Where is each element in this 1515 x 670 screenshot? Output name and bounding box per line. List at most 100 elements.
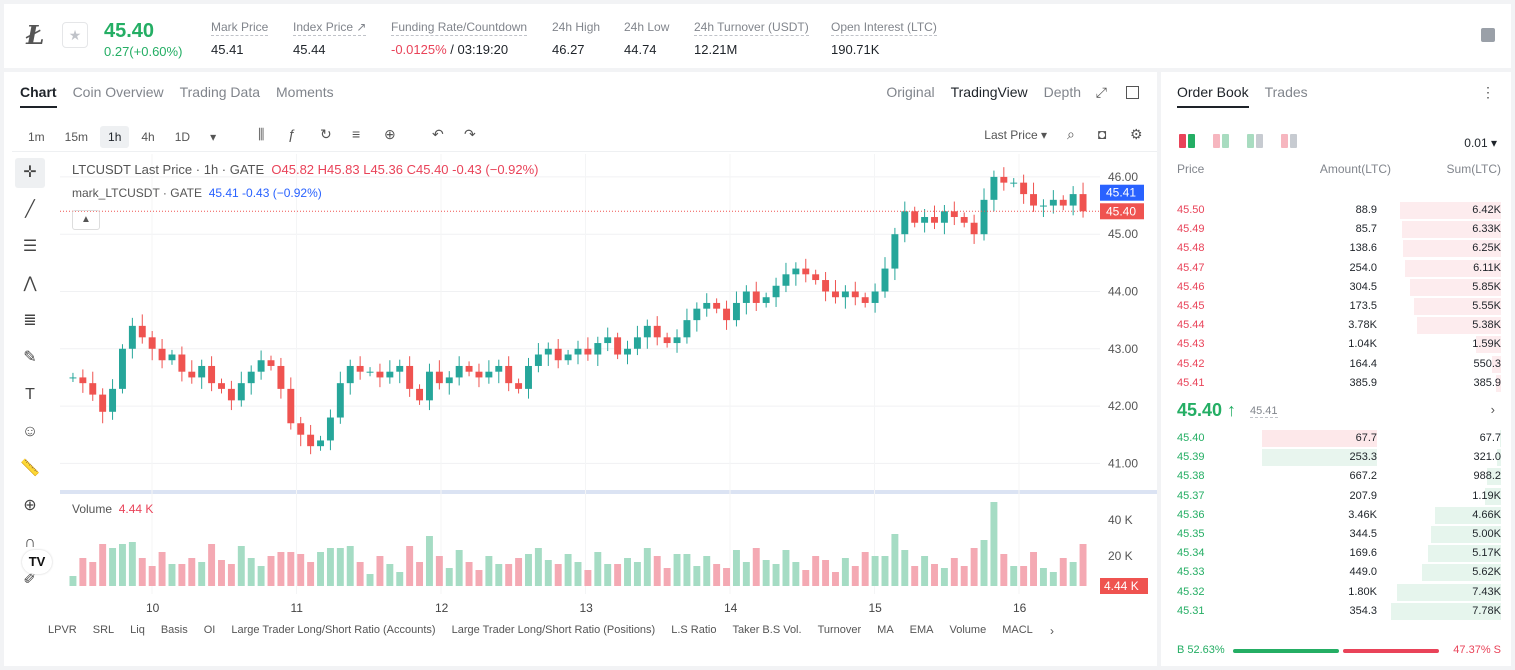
fib-icon[interactable]: ≣: [23, 312, 37, 329]
interval-15m[interactable]: 15m: [64, 130, 89, 144]
brush-icon[interactable]: ✎: [23, 349, 37, 366]
y-tick-label: 46.00: [1108, 170, 1138, 184]
star-icon[interactable]: ★: [62, 22, 88, 48]
indicator-lpvr[interactable]: LPVR: [48, 624, 77, 636]
undo-icon[interactable]: ↶: [432, 126, 444, 142]
layout-both-alt-icon[interactable]: [1213, 134, 1229, 148]
indicators-icon[interactable]: ƒ: [288, 126, 296, 142]
ask-row[interactable]: 45.46 304.5 5.85K: [1177, 278, 1501, 296]
camera-icon[interactable]: ◘: [1098, 126, 1107, 142]
add-indicator-icon[interactable]: ⊕: [384, 126, 396, 142]
refresh-icon[interactable]: ↻: [320, 126, 332, 142]
stat-funding-rate[interactable]: Funding Rate/Countdown -0.0125% / 03:19:…: [391, 20, 528, 57]
volume-bar: [703, 556, 711, 586]
tab-moments[interactable]: Moments: [276, 84, 334, 100]
search-icon[interactable]: ⌕: [1067, 126, 1075, 142]
collapse-legend-button[interactable]: ▲: [72, 210, 100, 230]
indicator-ls-ratio[interactable]: L.S Ratio: [671, 624, 717, 636]
ask-row[interactable]: 45.49 85.7 6.33K: [1177, 220, 1501, 239]
text-tool-icon[interactable]: T: [25, 386, 35, 403]
indicator-taker-vol[interactable]: Taker B.S Vol.: [732, 624, 802, 636]
tab-trading-data[interactable]: Trading Data: [179, 84, 261, 100]
ask-row[interactable]: 45.43 1.04K 1.59K: [1177, 335, 1501, 354]
stat-mark-price[interactable]: Mark Price 45.41: [211, 20, 269, 57]
view-original[interactable]: Original: [886, 84, 935, 100]
chevron-down-icon[interactable]: ▾: [210, 130, 217, 144]
magnet-icon[interactable]: ∩: [24, 534, 36, 551]
precision-select[interactable]: 0.01 ▾: [1464, 136, 1497, 150]
ruler-icon[interactable]: 📏: [20, 460, 40, 477]
indicator-srl[interactable]: SRL: [92, 624, 115, 636]
indicator-oi[interactable]: OI: [203, 624, 216, 636]
stat-index-price[interactable]: Index Price ↗ 45.44: [293, 20, 367, 57]
stat-24h-turnover[interactable]: 24h Turnover (USDT) 12.21M: [694, 20, 809, 57]
redo-icon[interactable]: ↷: [464, 126, 476, 142]
indicator-liq[interactable]: Liq: [130, 624, 145, 636]
indicator-ma[interactable]: MA: [877, 624, 894, 636]
ask-row[interactable]: 45.41 385.9 385.9: [1177, 374, 1501, 392]
bid-row[interactable]: 45.36 3.46K 4.66K: [1177, 506, 1501, 524]
zoom-in-icon[interactable]: ⊕: [23, 497, 37, 514]
horizontal-lines-icon[interactable]: ☰: [22, 238, 38, 255]
ask-row[interactable]: 45.47 254.0 6.11K: [1177, 259, 1501, 277]
candle-body: [812, 274, 820, 281]
indicator-basis[interactable]: Basis: [160, 624, 188, 636]
interval-1m[interactable]: 1m: [28, 130, 45, 144]
bid-row[interactable]: 45.31 354.3 7.78K: [1177, 602, 1501, 620]
pattern-icon[interactable]: ⋀: [23, 275, 37, 292]
guide-book-icon[interactable]: [1481, 28, 1495, 42]
ask-row[interactable]: 45.50 88.9 6.42K: [1177, 201, 1501, 219]
indicator-turnover[interactable]: Turnover: [817, 624, 862, 636]
expand-icon[interactable]: ⤢: [1095, 84, 1107, 100]
indicator-volume[interactable]: Volume: [949, 624, 987, 636]
tab-order-book[interactable]: Order Book: [1177, 84, 1249, 108]
candle-body: [772, 285, 780, 298]
bid-row[interactable]: 45.39 253.3 321.0: [1177, 448, 1501, 467]
chart-plot-area[interactable]: 41.00 42.00 43.00 44.00 45.00 46.00 40 K 20 K 10…: [60, 154, 1157, 622]
candle-body: [1059, 199, 1067, 206]
more-icon[interactable]: ⋮: [1481, 84, 1495, 100]
candlestick-chart[interactable]: 41.00 42.00 43.00 44.00 45.00 46.00 40 K 20 K 10…: [60, 154, 1157, 622]
bid-row[interactable]: 45.35 344.5 5.00K: [1177, 525, 1501, 543]
candle-body: [940, 211, 948, 223]
interval-1d[interactable]: 1D: [174, 130, 191, 144]
tab-trades[interactable]: Trades: [1264, 84, 1308, 100]
layout-both-icon[interactable]: [1179, 134, 1195, 148]
trend-line-icon[interactable]: ╱: [25, 201, 35, 218]
volume-bar: [732, 550, 740, 586]
view-tradingview[interactable]: TradingView: [950, 84, 1028, 100]
indicator-ls-accounts[interactable]: Large Trader Long/Short Ratio (Accounts): [231, 624, 436, 636]
candle-body: [505, 365, 513, 384]
indicator-ema[interactable]: EMA: [909, 624, 934, 636]
indicator-macd[interactable]: MACL: [1002, 624, 1033, 636]
ask-row[interactable]: 45.45 173.5 5.55K: [1177, 297, 1501, 315]
bid-row[interactable]: 45.34 169.6 5.17K: [1177, 544, 1501, 563]
settings-list-icon[interactable]: ≡: [352, 126, 361, 142]
gear-icon[interactable]: ⚙: [1130, 126, 1143, 142]
emoji-icon[interactable]: ☺: [21, 423, 39, 440]
tab-coin-overview[interactable]: Coin Overview: [72, 84, 164, 100]
view-depth[interactable]: Depth: [1043, 84, 1081, 100]
pencil-lock-icon[interactable]: ✐: [23, 571, 37, 588]
price-type-select[interactable]: Last Price ▾: [984, 128, 1047, 142]
ask-row[interactable]: 45.48 138.6 6.25K: [1177, 239, 1501, 258]
tab-chart[interactable]: Chart: [20, 84, 57, 108]
stat-open-interest[interactable]: Open Interest (LTC) 190.71K: [831, 20, 937, 57]
bid-row[interactable]: 45.37 207.9 1.19K: [1177, 487, 1501, 505]
crosshair-icon[interactable]: ✛: [15, 158, 45, 188]
layout-asks-icon[interactable]: [1281, 134, 1297, 148]
interval-1h[interactable]: 1h: [100, 126, 130, 148]
bid-row[interactable]: 45.40 67.7 67.7: [1177, 429, 1501, 447]
ask-row[interactable]: 45.42 164.4 550.3: [1177, 355, 1501, 373]
layout-bids-icon[interactable]: [1247, 134, 1263, 148]
interval-4h[interactable]: 4h: [141, 130, 155, 144]
candle-type-icon[interactable]: ⫼: [258, 126, 265, 142]
bid-row[interactable]: 45.32 1.80K 7.43K: [1177, 583, 1501, 601]
ask-row[interactable]: 45.44 3.78K 5.38K: [1177, 316, 1501, 335]
chevron-right-icon[interactable]: ›: [1050, 624, 1054, 638]
fullscreen-icon[interactable]: [1126, 86, 1139, 99]
indicator-ls-positions[interactable]: Large Trader Long/Short Ratio (Positions…: [451, 624, 656, 636]
bid-row[interactable]: 45.33 449.0 5.62K: [1177, 563, 1501, 582]
bid-row[interactable]: 45.38 667.2 988.2: [1177, 467, 1501, 486]
chevron-right-icon[interactable]: ›: [1490, 402, 1495, 417]
